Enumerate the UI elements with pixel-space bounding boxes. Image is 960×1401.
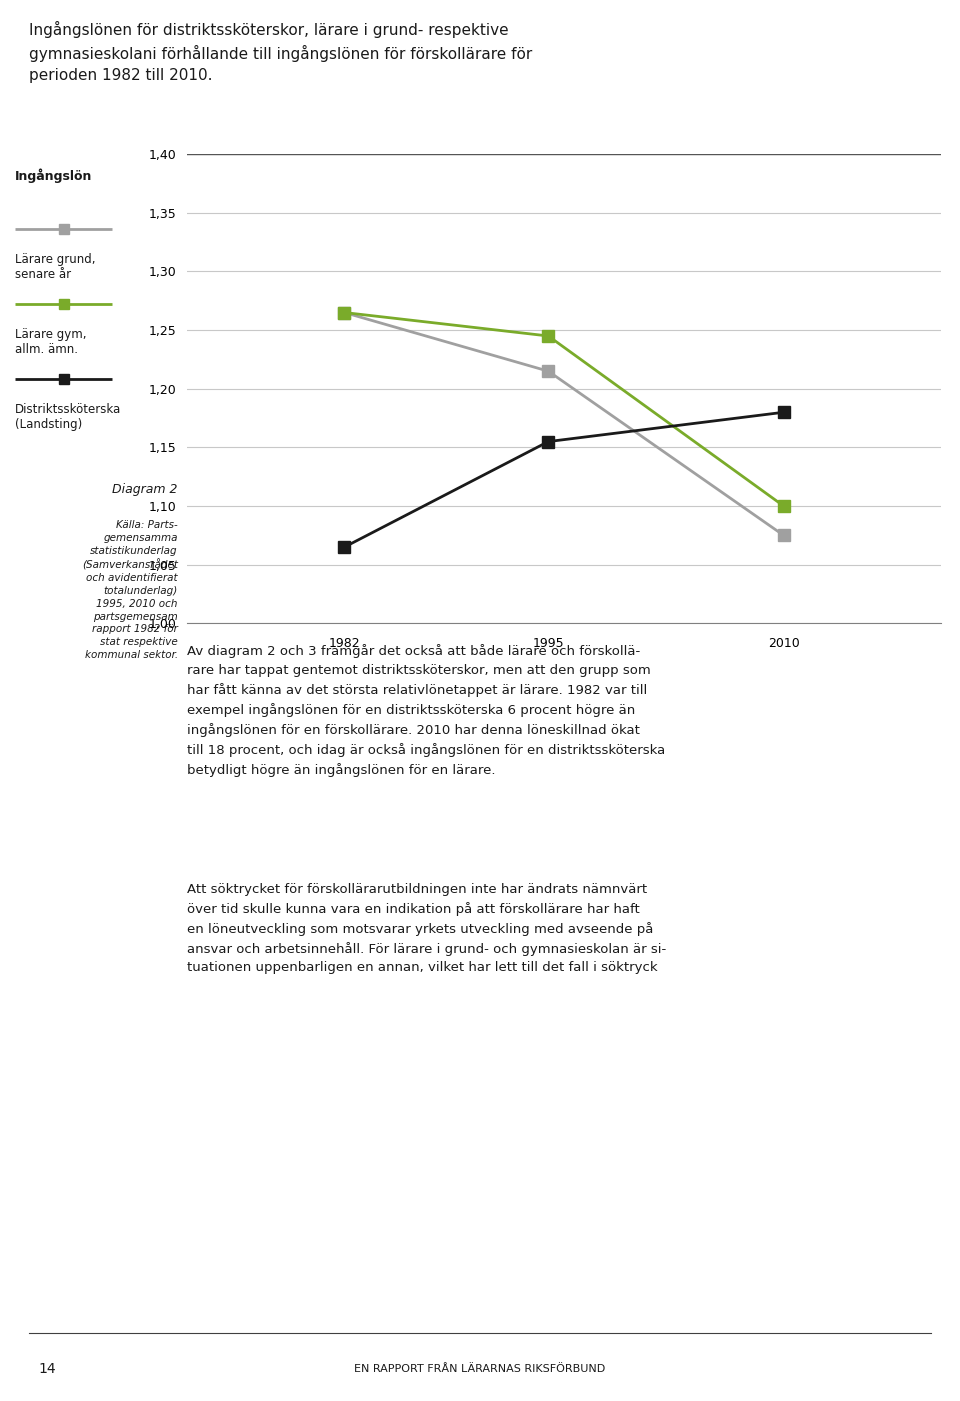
Text: Ingångslön: Ingångslön (15, 168, 92, 182)
Text: Att söktrycket för förskollärarutbildningen inte har ändrats nämnvärt
över tid s: Att söktrycket för förskollärarutbildnin… (187, 883, 666, 974)
Text: 14: 14 (38, 1362, 56, 1376)
Text: Lärare grund,
senare år: Lärare grund, senare år (15, 252, 95, 280)
Text: Av diagram 2 och 3 framgår det också att både lärare och förskollä-
rare har tap: Av diagram 2 och 3 framgår det också att… (187, 644, 665, 778)
Text: Lärare gym,
allm. ämn.: Lärare gym, allm. ämn. (15, 328, 86, 356)
Text: EN RAPPORT FRÅN LÄRARNAS RIKSFÖRBUND: EN RAPPORT FRÅN LÄRARNAS RIKSFÖRBUND (354, 1363, 606, 1373)
Text: Distriktssköterska
(Landsting): Distriktssköterska (Landsting) (15, 403, 121, 432)
Text: Källa: Parts-
gemensamma
statistikunderlag
(Samverkansrådet
och avidentifierat
t: Källa: Parts- gemensamma statistikunderl… (82, 520, 178, 660)
Text: Ingångslönen för distriktssköterskor, lärare i grund- respektive
gymnasieskolani: Ingångslönen för distriktssköterskor, lä… (29, 21, 532, 83)
Text: Diagram 2: Diagram 2 (112, 482, 178, 496)
